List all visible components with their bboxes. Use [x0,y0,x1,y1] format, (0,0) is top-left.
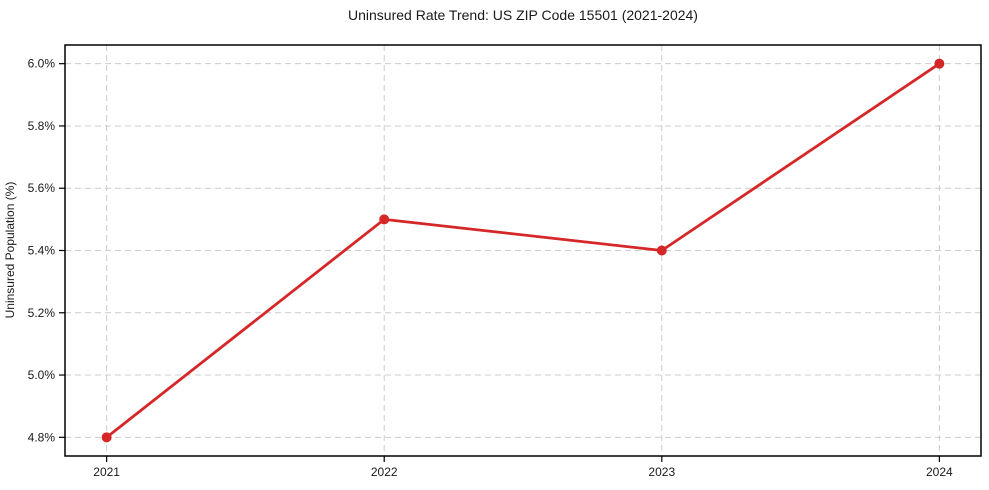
y-tick-label: 5.6% [28,181,56,195]
y-tick-label: 5.8% [28,119,56,133]
x-tick-label: 2022 [371,465,398,479]
plot-border [64,44,982,457]
y-tick-label: 4.8% [28,430,56,444]
chart-title: Uninsured Rate Trend: US ZIP Code 15501 … [348,7,698,23]
y-tick-label: 5.4% [28,244,56,258]
x-tick-label: 2023 [648,465,675,479]
x-tick-label: 2021 [93,465,120,479]
y-axis-label: Uninsured Population (%) [3,182,17,319]
data-point-marker [656,245,667,256]
data-point-marker [934,58,945,69]
data-point-marker [379,214,390,225]
trend-line [105,62,941,439]
y-tick-label: 5.0% [28,368,56,382]
x-tick-label: 2024 [926,465,953,479]
y-tick-label: 5.2% [28,306,56,320]
data-point-marker [101,432,112,443]
y-tick-label: 6.0% [28,57,56,71]
